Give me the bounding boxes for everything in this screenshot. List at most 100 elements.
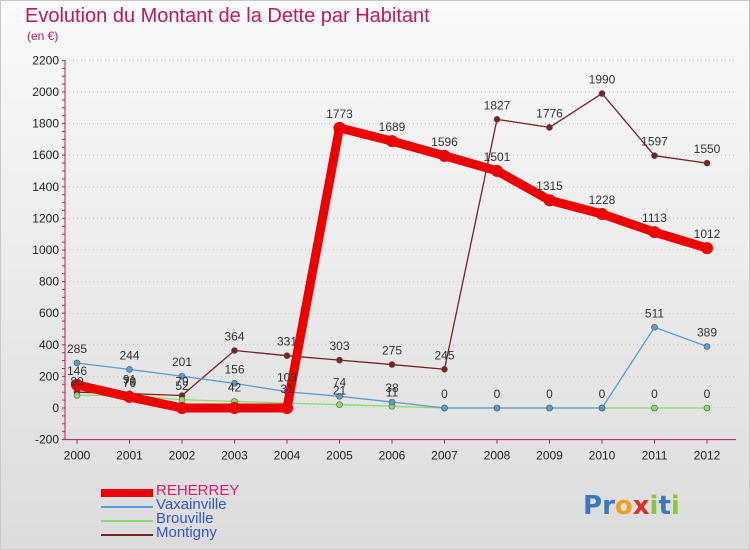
data-point-reherrey bbox=[386, 135, 398, 148]
data-point-reherrey bbox=[176, 402, 188, 414]
data-point-reherrey bbox=[596, 207, 608, 220]
data-point-reherrey bbox=[123, 390, 136, 403]
data-point-vaxainville bbox=[388, 398, 396, 406]
y-tick-label: 1000 bbox=[32, 243, 59, 257]
legend-label: Vaxainville bbox=[156, 496, 227, 513]
data-label-montigny: 364 bbox=[224, 329, 244, 343]
data-label-vaxainville: 0 bbox=[546, 387, 553, 401]
x-tick-label: 2001 bbox=[116, 449, 143, 463]
data-point-reherrey bbox=[71, 378, 83, 391]
data-label-montigny: 303 bbox=[329, 339, 349, 353]
data-label-brouville: 79 bbox=[123, 375, 137, 389]
y-tick-label: 400 bbox=[39, 338, 59, 352]
x-tick-label: 2002 bbox=[169, 449, 196, 463]
y-tick-label: 1800 bbox=[32, 117, 59, 131]
series-lines bbox=[71, 90, 713, 414]
data-label-vaxainville: 156 bbox=[224, 362, 244, 376]
logo-letter: i bbox=[670, 491, 680, 521]
data-point-vaxainville bbox=[703, 343, 711, 350]
data-label-vaxainville: 201 bbox=[172, 355, 192, 369]
x-tick-label: 2010 bbox=[589, 449, 616, 463]
data-point-vaxainville bbox=[73, 359, 81, 367]
data-point-montigny bbox=[336, 356, 343, 364]
legend-swatch bbox=[101, 489, 153, 497]
data-label-reherrey: 1501 bbox=[484, 150, 511, 164]
legend-swatch bbox=[101, 506, 153, 508]
data-label-brouville: 80 bbox=[70, 374, 84, 388]
data-label-brouville: 0 bbox=[704, 387, 711, 401]
data-label-vaxainville: 389 bbox=[697, 326, 717, 340]
y-tick-label: 800 bbox=[39, 275, 59, 289]
logo-letter: x bbox=[632, 491, 650, 521]
legend-swatch bbox=[101, 534, 153, 536]
data-label-brouville: 0 bbox=[651, 387, 658, 401]
data-label-vaxainville: 74 bbox=[333, 375, 347, 389]
legend-swatch bbox=[101, 520, 153, 522]
data-point-reherrey bbox=[648, 226, 661, 239]
data-label-vaxainville: 38 bbox=[385, 381, 399, 395]
data-label-reherrey: 1773 bbox=[326, 107, 353, 121]
data-label-montigny: 1990 bbox=[589, 73, 616, 87]
x-tick-label: 2005 bbox=[326, 449, 353, 463]
data-label-reherrey: 1113 bbox=[642, 211, 667, 225]
data-point-vaxainville bbox=[126, 366, 133, 373]
data-point-montigny bbox=[441, 365, 448, 373]
data-label-montigny: 1827 bbox=[484, 98, 511, 112]
data-label-montigny: 331 bbox=[277, 335, 297, 349]
data-label-vaxainville: 103 bbox=[277, 371, 297, 385]
y-tick-label: 1600 bbox=[32, 148, 59, 162]
logo-letter: P bbox=[583, 491, 603, 521]
y-tick-label: 2000 bbox=[32, 85, 59, 99]
data-label-reherrey: 1596 bbox=[431, 135, 458, 149]
data-label-vaxainville: 285 bbox=[67, 342, 87, 356]
data-point-brouville bbox=[336, 401, 343, 408]
proxiti-logo: Proxiti bbox=[583, 491, 680, 521]
x-tick-label: 2000 bbox=[64, 449, 91, 463]
y-tick-label: -200 bbox=[35, 433, 59, 447]
data-label-montigny: 1776 bbox=[536, 106, 563, 120]
grid-lines bbox=[65, 59, 736, 441]
data-point-montigny bbox=[546, 124, 553, 131]
data-point-reherrey bbox=[491, 164, 503, 177]
x-tick-label: 2011 bbox=[642, 449, 668, 463]
chart-unit-label: (en €) bbox=[27, 29, 59, 43]
data-point-reherrey bbox=[228, 402, 241, 414]
data-label-montigny: 275 bbox=[382, 344, 402, 358]
data-label-reherrey: 1012 bbox=[694, 227, 721, 241]
data-point-brouville bbox=[178, 396, 186, 404]
y-tick-label: 600 bbox=[39, 306, 59, 320]
data-point-reherrey bbox=[438, 149, 451, 162]
data-label-brouville: 31 bbox=[280, 382, 294, 396]
data-point-vaxainville bbox=[493, 404, 501, 412]
x-tick-label: 2009 bbox=[536, 449, 563, 463]
data-point-reherrey bbox=[281, 402, 293, 414]
chart-title: Evolution du Montant de la Dette par Hab… bbox=[25, 5, 430, 27]
x-tick-label: 2008 bbox=[484, 449, 511, 463]
data-label-montigny: 91 bbox=[123, 373, 137, 387]
data-point-reherrey bbox=[543, 194, 556, 207]
data-point-vaxainville bbox=[651, 323, 658, 331]
logo-letter: r bbox=[602, 491, 615, 521]
x-tick-label: 2006 bbox=[379, 449, 406, 463]
logo-letter: i bbox=[649, 491, 659, 521]
y-tick-label: 2200 bbox=[32, 53, 59, 67]
logo-letter: o bbox=[614, 491, 633, 521]
logo-letter: t bbox=[658, 491, 671, 521]
y-tick-label: 1400 bbox=[32, 180, 59, 194]
data-point-brouville bbox=[73, 392, 81, 399]
x-tick-label: 2007 bbox=[431, 449, 458, 463]
data-point-vaxainville bbox=[336, 393, 343, 400]
data-point-montigny bbox=[703, 159, 711, 167]
data-point-montigny bbox=[283, 352, 291, 360]
y-tick-label: 1200 bbox=[32, 211, 59, 225]
data-point-montigny bbox=[388, 361, 396, 368]
data-point-vaxainville bbox=[598, 404, 606, 412]
data-point-reherrey bbox=[333, 121, 346, 134]
legend-label: REHERREY bbox=[156, 482, 240, 499]
data-label-reherrey: 70 bbox=[123, 376, 137, 390]
data-label-montigny: 79 bbox=[175, 375, 189, 389]
data-point-reherrey bbox=[701, 242, 713, 255]
data-label-brouville: 52 bbox=[175, 379, 189, 393]
